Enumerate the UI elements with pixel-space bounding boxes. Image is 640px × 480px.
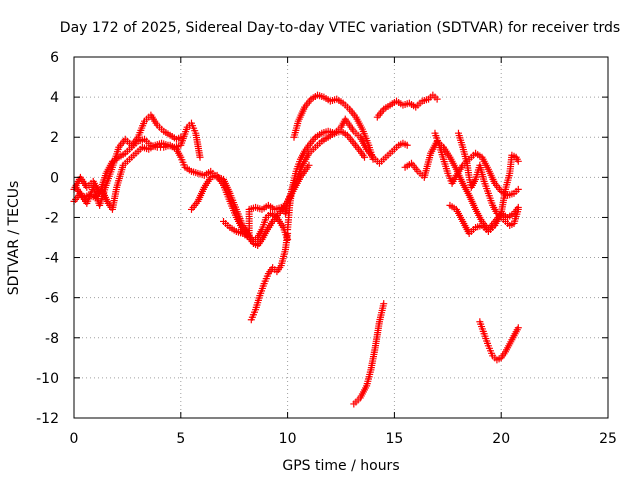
data-point bbox=[514, 205, 522, 213]
data-point bbox=[360, 153, 368, 161]
data-point bbox=[380, 300, 388, 308]
series-track-7 bbox=[290, 91, 377, 163]
x-tick-label: 5 bbox=[176, 431, 185, 447]
grid-lines bbox=[74, 57, 608, 418]
data-point bbox=[433, 95, 441, 103]
data-point bbox=[305, 161, 313, 169]
data-point bbox=[284, 229, 292, 237]
series-track-10 bbox=[431, 129, 522, 199]
y-tick-label: -2 bbox=[45, 210, 59, 226]
y-tick-label: -8 bbox=[45, 331, 59, 347]
y-tick-label: 4 bbox=[50, 90, 59, 106]
y-tick-label: -4 bbox=[45, 251, 59, 267]
series-track-14 bbox=[350, 300, 388, 408]
data-point bbox=[514, 157, 522, 165]
x-tick-label: 0 bbox=[70, 431, 79, 447]
y-tick-label: 2 bbox=[50, 130, 59, 146]
y-tick-label: -10 bbox=[36, 371, 59, 387]
x-tick-label: 15 bbox=[385, 431, 403, 447]
y-tick-label: 6 bbox=[50, 50, 59, 66]
series-track-12 bbox=[446, 151, 522, 237]
plot-frame bbox=[73, 56, 609, 419]
data-points bbox=[70, 91, 522, 408]
y-axis-label: SDTVAR / TECUs bbox=[6, 181, 22, 296]
chart-title: Day 172 of 2025, Sidereal Day-to-day VTE… bbox=[60, 20, 620, 36]
data-point bbox=[196, 153, 204, 161]
series-track-13 bbox=[247, 229, 292, 324]
data-point bbox=[514, 185, 522, 193]
x-axis-label: GPS time / hours bbox=[282, 458, 399, 474]
x-tick-label: 10 bbox=[279, 431, 297, 447]
y-tick-label: 0 bbox=[50, 170, 59, 186]
series-track-15 bbox=[476, 318, 522, 364]
series-track-11 bbox=[454, 129, 522, 229]
y-tick-label: -12 bbox=[36, 411, 59, 427]
y-tick-label: -6 bbox=[45, 291, 59, 307]
x-tick-label: 25 bbox=[599, 431, 617, 447]
data-point bbox=[514, 324, 522, 332]
series-track-8 bbox=[373, 91, 441, 121]
data-point bbox=[369, 155, 377, 163]
data-point bbox=[403, 141, 411, 149]
axis-ticks: 0 5 10 15 20 25 -12 -10 -8 -6 -4 -2 0 2 4 6 bbox=[36, 50, 617, 447]
x-tick-label: 20 bbox=[492, 431, 510, 447]
